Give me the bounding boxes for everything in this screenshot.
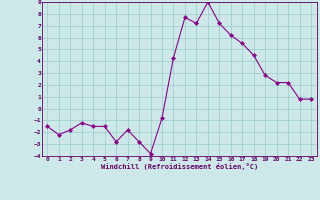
X-axis label: Windchill (Refroidissement éolien,°C): Windchill (Refroidissement éolien,°C) (100, 163, 258, 170)
